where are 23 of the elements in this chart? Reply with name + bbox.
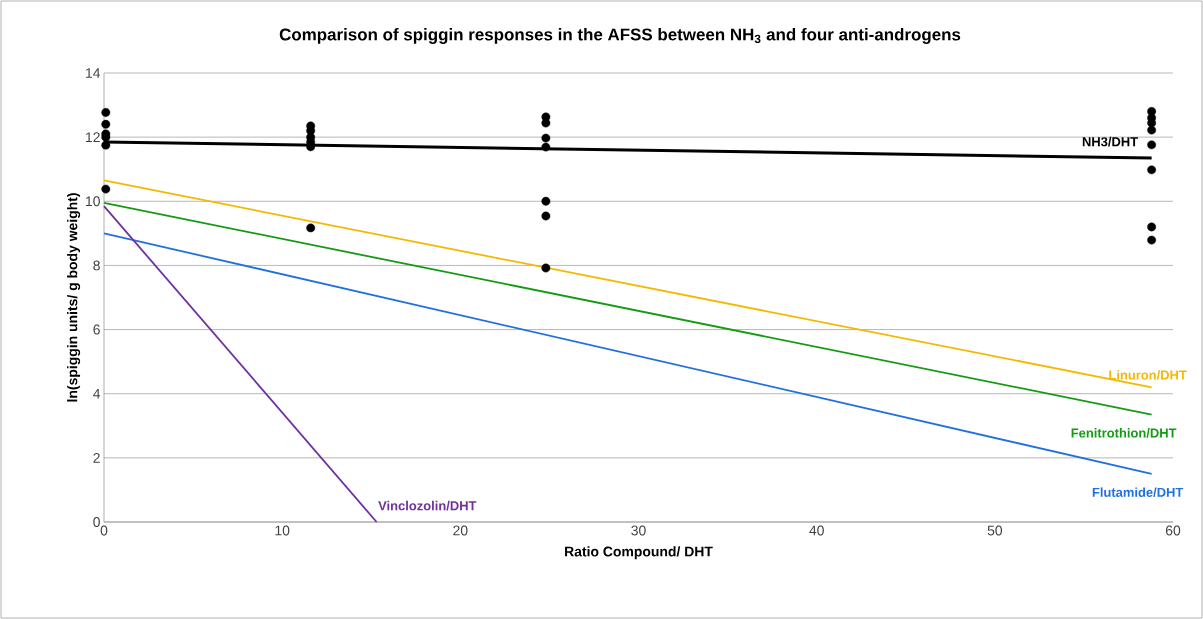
series-label: Vinclozolin/DHT	[378, 500, 477, 511]
y-tick-label: 0	[93, 517, 100, 527]
x-tick-label: 60	[1165, 525, 1181, 536]
y-tick-label: 10	[86, 196, 100, 207]
chart-title: Comparison of spiggin responses in the AFSS between NH$_{3}$ and four anti-androgens	[279, 28, 961, 44]
series-label: Fenitrothion/DHT	[1071, 428, 1177, 438]
x-tick-label: 50	[987, 525, 1003, 536]
y-tick-label: 4	[93, 388, 101, 399]
y-tick-label: 8	[93, 260, 100, 271]
x-tick-label: 10	[275, 525, 290, 536]
series-label: Linuron/DHT	[1109, 370, 1187, 380]
y-tick-label: 2	[93, 452, 100, 463]
x-tick-label: 0	[100, 525, 108, 536]
x-axis-title: Ratio Compound/ DHT	[565, 546, 713, 560]
x-tick-label: 20	[453, 525, 468, 536]
y-tick-label: 12	[86, 132, 100, 143]
series-label: Flutamide/DHT	[1092, 487, 1184, 498]
y-axis-title: ln(spiggin units/ g body weight)	[67, 193, 81, 402]
y-tick-label: 6	[93, 324, 100, 335]
x-tick-label: 40	[809, 525, 824, 536]
series-label: NH3/DHT	[1082, 136, 1138, 147]
y-tick-label: 14	[86, 68, 101, 78]
x-tick-label: 30	[631, 525, 646, 536]
